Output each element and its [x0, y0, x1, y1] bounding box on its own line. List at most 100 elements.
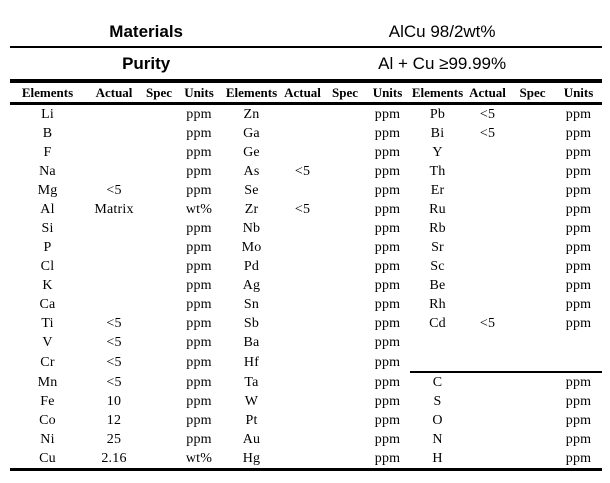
element-cell: Mo [241, 240, 262, 255]
units-cell: ppm [374, 335, 401, 350]
element-cell: Fe [40, 394, 55, 409]
element-cell: F [43, 145, 52, 160]
element-cell: Hg [242, 451, 261, 466]
element-cell: C [410, 371, 465, 392]
actual-cell [465, 181, 510, 200]
element-cell: Zn [243, 107, 260, 122]
units-cell: ppm [565, 107, 592, 122]
units-cell [555, 333, 602, 352]
spec-cell [325, 449, 365, 470]
element-cell: Bi [430, 126, 445, 141]
element-cell: Li [41, 107, 54, 122]
elements-table: Elements Actual Spec Units Elements Actual Spe… [10, 83, 602, 471]
actual-cell [465, 352, 510, 372]
spec-cell [143, 104, 175, 125]
spec-cell [325, 219, 365, 238]
spec-cell [325, 352, 365, 372]
column-header: Units [365, 83, 410, 105]
column-header: Actual [85, 83, 143, 105]
element-cell: Sb [243, 316, 260, 331]
units-cell: ppm [565, 164, 592, 179]
divider-under-materials [10, 46, 602, 48]
element-cell [410, 333, 465, 352]
units-cell: ppm [186, 335, 212, 350]
actual-cell [465, 200, 510, 219]
units-cell: ppm [565, 278, 592, 293]
spec-cell [143, 276, 175, 295]
element-cell: Sn [243, 297, 260, 312]
units-cell: ppm [565, 297, 592, 312]
element-cell: Sr [431, 240, 444, 255]
spec-cell [325, 143, 365, 162]
actual-cell [280, 124, 325, 143]
element-cell: Al [40, 202, 55, 217]
spec-cell [510, 295, 555, 314]
element-cell: Sc [430, 259, 445, 274]
actual-cell: 2.16 [101, 451, 127, 466]
units-cell: ppm [565, 316, 592, 331]
actual-cell [85, 143, 143, 162]
element-cell: Pd [243, 259, 260, 274]
column-header: Units [175, 83, 223, 105]
actual-cell [85, 104, 143, 125]
spec-cell [510, 238, 555, 257]
actual-cell [465, 333, 510, 352]
actual-cell [280, 372, 325, 392]
element-cell: Be [429, 278, 446, 293]
units-cell: ppm [374, 221, 401, 236]
actual-cell [465, 143, 510, 162]
actual-cell [280, 143, 325, 162]
units-cell: wt% [185, 202, 213, 217]
actual-cell: <5 [106, 316, 122, 331]
units-cell: ppm [186, 278, 212, 293]
element-cell: Cr [40, 354, 55, 370]
spec-cell [325, 238, 365, 257]
units-cell: ppm [374, 297, 401, 312]
element-cell: Ca [39, 297, 56, 312]
table-row: Cl ppm Pd ppm Sc ppm [10, 257, 602, 276]
units-cell: ppm [374, 413, 401, 428]
spec-cell [325, 257, 365, 276]
actual-cell [465, 371, 510, 392]
units-cell: ppm [374, 183, 401, 198]
actual-cell [465, 449, 510, 470]
table-row: Ti <5 ppm Sb ppm Cd <5 ppm [10, 314, 602, 333]
units-cell: ppm [565, 221, 592, 236]
spec-cell [143, 333, 175, 352]
table-row: Li ppm Zn ppm Pb <5 ppm [10, 104, 602, 125]
actual-cell [280, 411, 325, 430]
spec-cell [325, 392, 365, 411]
units-cell: wt% [185, 451, 213, 466]
element-cell: K [42, 278, 53, 293]
spec-cell [325, 411, 365, 430]
element-cell: Ag [242, 278, 261, 293]
spec-cell [325, 430, 365, 449]
column-header: Actual [280, 83, 325, 105]
actual-cell [465, 411, 510, 430]
spec-cell [143, 352, 175, 372]
column-header: Spec [325, 83, 365, 105]
element-cell: Mg [37, 183, 58, 198]
element-cell: Pt [245, 413, 258, 428]
spec-cell [143, 181, 175, 200]
units-cell: ppm [186, 221, 212, 236]
actual-cell [280, 181, 325, 200]
column-header: Elements [223, 83, 280, 105]
table-row: Ca ppm Sn ppm Rh ppm [10, 295, 602, 314]
units-cell: ppm [374, 202, 401, 217]
actual-cell: <5 [479, 126, 496, 141]
actual-cell [280, 314, 325, 333]
materials-row: Materials AlCu 98/2wt% [10, 0, 602, 46]
element-cell: As [243, 164, 260, 179]
spec-cell [325, 124, 365, 143]
column-header: Elements [10, 83, 85, 105]
spec-cell [510, 411, 555, 430]
spec-cell [510, 333, 555, 352]
units-cell: ppm [186, 183, 212, 198]
actual-cell [465, 430, 510, 449]
column-header: Actual [465, 83, 510, 105]
